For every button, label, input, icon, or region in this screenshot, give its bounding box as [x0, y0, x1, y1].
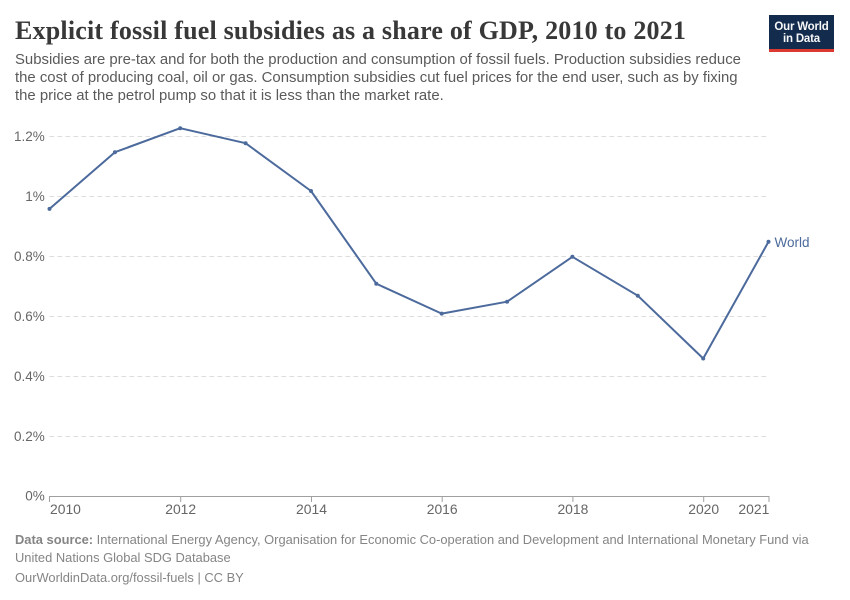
svg-text:0.4%: 0.4% — [14, 369, 45, 384]
svg-text:2014: 2014 — [296, 501, 327, 517]
svg-text:2010: 2010 — [50, 501, 81, 517]
svg-text:0%: 0% — [25, 489, 45, 504]
svg-text:2021: 2021 — [738, 501, 769, 517]
svg-text:2020: 2020 — [688, 501, 719, 517]
svg-text:0.6%: 0.6% — [14, 309, 45, 324]
svg-text:0.8%: 0.8% — [14, 249, 45, 264]
svg-text:0.2%: 0.2% — [14, 429, 45, 444]
svg-text:1.2%: 1.2% — [14, 129, 45, 144]
svg-text:2012: 2012 — [165, 501, 196, 517]
svg-text:2016: 2016 — [427, 501, 458, 517]
svg-text:2018: 2018 — [557, 501, 588, 517]
svg-text:1%: 1% — [25, 189, 45, 204]
svg-text:World: World — [775, 235, 810, 250]
